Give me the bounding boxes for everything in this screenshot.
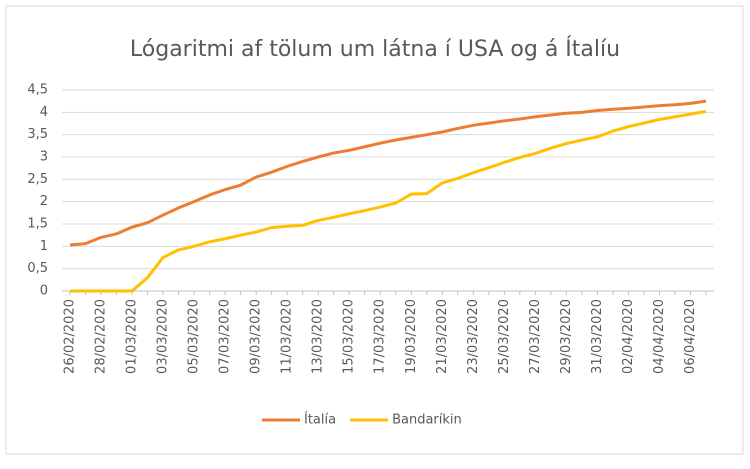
y-tick-label: 0,5 [27,261,48,276]
x-tick-label: 15/03/2020 [342,299,357,374]
x-tick-label: 21/03/2020 [435,299,450,374]
x-tick-label: 28/02/2020 [94,299,109,374]
y-tick-label: 0 [40,284,48,299]
y-tick-label: 3 [40,150,48,165]
y-tick-label: 4 [40,105,48,120]
y-tick-label: 3,5 [27,127,48,142]
x-tick-label: 17/03/2020 [373,299,388,374]
x-tick-label: 11/03/2020 [280,299,295,374]
series-line [69,99,707,247]
x-tick-label: 27/03/2020 [528,299,543,374]
legend-label: Bandaríkin [392,413,462,428]
x-tick-label: 26/02/2020 [63,299,78,374]
series-line [70,109,707,293]
chart-border [5,5,744,455]
x-tick-label: 03/03/2020 [156,299,171,374]
x-tick-label: 29/03/2020 [559,299,574,374]
y-tick-label: 2 [40,194,48,209]
x-tick-label: 23/03/2020 [466,299,481,374]
x-tick-label: 31/03/2020 [590,299,605,374]
x-tick-label: 09/03/2020 [249,299,264,374]
x-tick-label: 13/03/2020 [311,299,326,374]
y-tick-label: 1 [40,239,48,254]
x-tick-label: 06/04/2020 [683,299,698,374]
x-tick-label: 25/03/2020 [497,299,512,374]
x-tick-label: 04/04/2020 [652,299,667,374]
x-tick-label: 02/04/2020 [621,299,636,374]
x-tick-label: 05/03/2020 [187,299,202,374]
x-tick-label: 07/03/2020 [218,299,233,374]
y-tick-label: 1,5 [27,217,48,232]
chart-title: Lógaritmi af tölum um látna í USA og á Í… [130,36,620,62]
x-tick-label: 19/03/2020 [404,299,419,374]
legend-label: Ítalía [304,412,336,428]
y-tick-label: 4,5 [27,83,48,98]
y-tick-label: 2,5 [27,172,48,187]
x-tick-label: 01/03/2020 [125,299,140,374]
